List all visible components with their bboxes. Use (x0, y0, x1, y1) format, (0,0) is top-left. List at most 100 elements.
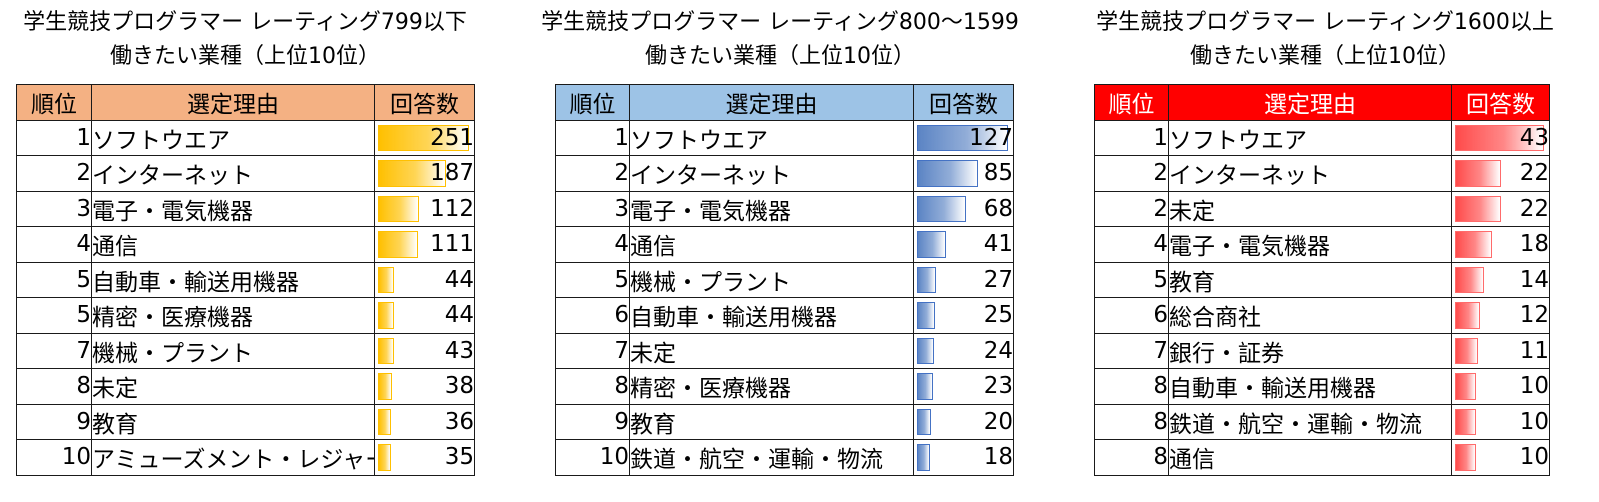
rank-cell: 5 (16, 297, 92, 334)
industry-cell: 電子・電気機器 (1168, 226, 1452, 263)
rank-cell: 6 (1094, 297, 1169, 334)
table-row: 9 教育 20 (555, 403, 1014, 440)
table-row: 2 インターネット 85 (555, 155, 1014, 192)
count-cell: 187 (374, 155, 475, 192)
rank-cell: 8 (555, 368, 630, 405)
count-value: 18 (1519, 231, 1549, 258)
table-row: 1 ソフトウエア 43 (1094, 119, 1550, 156)
rank-cell: 7 (1094, 332, 1169, 369)
table-row: 4 通信 111 (16, 226, 475, 263)
data-bar (917, 231, 947, 258)
header-reason: 選定理由 (91, 84, 375, 121)
count-value: 24 (983, 337, 1013, 364)
industry-cell: 電子・電気機器 (91, 190, 375, 227)
table-row: 8 自動車・輸送用機器 10 (1094, 368, 1550, 405)
header-count: 回答数 (1451, 84, 1550, 121)
header-count: 回答数 (374, 84, 475, 121)
ranking-table: 順位 選定理由 回答数 1 ソフトウエア 251 2 インターネット 187 3 電子・電気機器 1… (16, 84, 475, 476)
header-reason: 選定理由 (629, 84, 914, 121)
count-cell: 68 (913, 190, 1014, 227)
count-value: 14 (1519, 266, 1549, 293)
table-row: 2 インターネット 187 (16, 155, 475, 192)
count-value: 43 (444, 337, 474, 364)
count-cell: 22 (1451, 155, 1550, 192)
rank-cell: 3 (16, 190, 92, 227)
table-row: 8 鉄道・航空・運輸・物流 10 (1094, 403, 1550, 440)
table-row: 2 インターネット 22 (1094, 155, 1550, 192)
data-bar (378, 373, 392, 400)
industry-cell: 未定 (629, 332, 914, 369)
count-cell: 10 (1451, 368, 1550, 405)
count-value: 41 (983, 231, 1013, 258)
count-value: 27 (983, 266, 1013, 293)
data-bar (1455, 302, 1480, 329)
rank-cell: 10 (16, 439, 92, 476)
count-value: 10 (1519, 444, 1549, 471)
rank-cell: 5 (555, 261, 630, 298)
count-value: 43 (1519, 124, 1549, 151)
table-row: 2 未定 22 (1094, 190, 1550, 227)
industry-cell: 通信 (629, 226, 914, 263)
panel-title-line1: 学生競技プログラマー レーティング1600以上 (1096, 10, 1554, 35)
count-value: 127 (969, 124, 1013, 151)
panel-title-line1: 学生競技プログラマー レーティング799以下 (23, 10, 467, 35)
count-value: 85 (983, 160, 1013, 187)
industry-cell: 自動車・輸送用機器 (629, 297, 914, 334)
count-cell: 127 (913, 119, 1014, 156)
industry-cell: 教育 (91, 403, 375, 440)
industry-cell: 通信 (91, 226, 375, 263)
table-row: 4 通信 41 (555, 226, 1014, 263)
rank-cell: 6 (555, 297, 630, 334)
count-value: 22 (1519, 160, 1549, 187)
data-bar (917, 337, 935, 364)
count-cell: 22 (1451, 190, 1550, 227)
table-header-row: 順位 選定理由 回答数 (16, 84, 475, 121)
header-rank: 順位 (16, 84, 92, 121)
data-bar (378, 160, 446, 187)
count-cell: 11 (1451, 332, 1550, 369)
count-value: 112 (430, 195, 474, 222)
industry-cell: 自動車・輸送用機器 (91, 261, 375, 298)
data-bar (378, 231, 419, 258)
count-cell: 44 (374, 261, 475, 298)
data-bar (917, 408, 932, 435)
table-row: 10 アミューズメント・レジャー 35 (16, 439, 475, 476)
count-value: 38 (444, 373, 474, 400)
count-cell: 24 (913, 332, 1014, 369)
data-bar (917, 302, 935, 329)
industry-cell: 教育 (629, 403, 914, 440)
data-bar (378, 195, 419, 222)
table-row: 7 機械・プラント 43 (16, 332, 475, 369)
industry-cell: 自動車・輸送用機器 (1168, 368, 1452, 405)
rank-cell: 4 (1094, 226, 1169, 263)
count-value: 22 (1519, 195, 1549, 222)
industry-cell: ソフトウエア (629, 119, 914, 156)
count-value: 12 (1519, 302, 1549, 329)
data-bar (1455, 160, 1501, 187)
header-rank: 順位 (555, 84, 630, 121)
rank-cell: 8 (1094, 403, 1169, 440)
rank-cell: 9 (16, 403, 92, 440)
header-reason: 選定理由 (1168, 84, 1452, 121)
count-cell: 20 (913, 403, 1014, 440)
industry-cell: 通信 (1168, 439, 1452, 476)
industry-cell: 未定 (91, 368, 375, 405)
rank-cell: 5 (16, 261, 92, 298)
rank-cell: 7 (16, 332, 92, 369)
industry-cell: ソフトウエア (1168, 119, 1452, 156)
count-value: 68 (983, 195, 1013, 222)
data-bar (1455, 373, 1476, 400)
rank-cell: 2 (16, 155, 92, 192)
table-row: 5 精密・医療機器 44 (16, 297, 475, 334)
count-cell: 27 (913, 261, 1014, 298)
count-cell: 10 (1451, 403, 1550, 440)
data-bar (1455, 444, 1476, 471)
panel-title-line2: 働きたい業種（上位10位） (1190, 44, 1460, 69)
data-bar (1455, 337, 1478, 364)
count-value: 187 (430, 160, 474, 187)
count-cell: 43 (1451, 119, 1550, 156)
industry-cell: 教育 (1168, 261, 1452, 298)
count-cell: 112 (374, 190, 475, 227)
industry-cell: 総合商社 (1168, 297, 1452, 334)
rank-cell: 1 (16, 119, 92, 156)
